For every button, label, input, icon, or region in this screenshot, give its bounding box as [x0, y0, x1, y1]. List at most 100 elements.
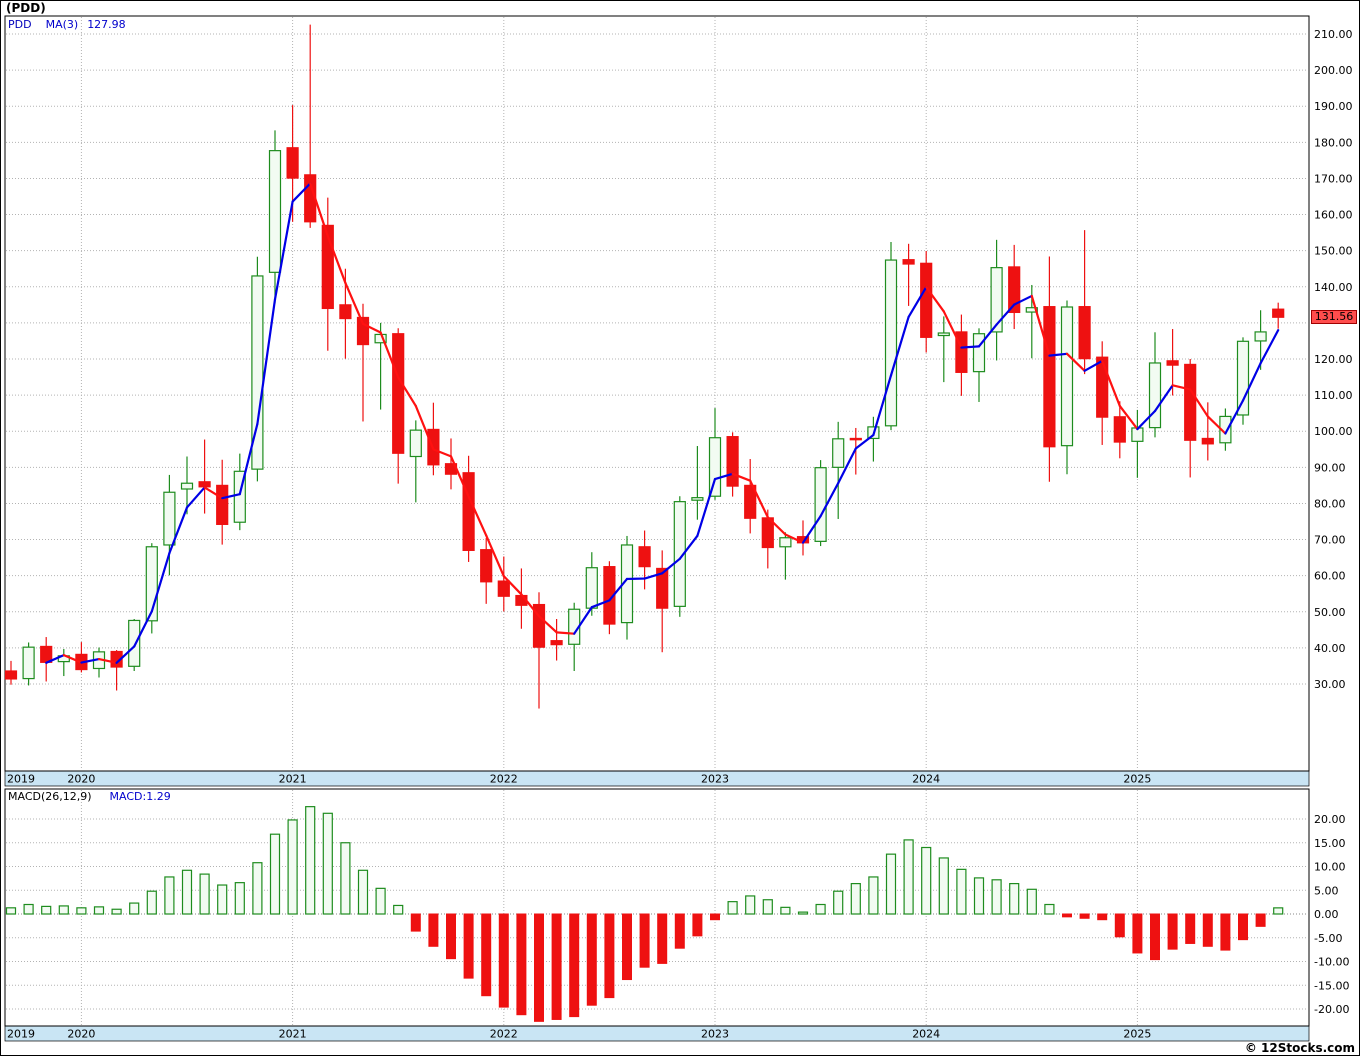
macd-bar	[1044, 903, 1055, 915]
ma-segment	[150, 552, 171, 613]
ma-segment	[837, 447, 857, 485]
ma-segment	[1118, 404, 1139, 431]
candle-body	[902, 259, 915, 265]
ma-segment	[97, 657, 118, 664]
candle-body	[849, 437, 862, 441]
macd-bar	[973, 877, 985, 915]
macd-bar	[199, 873, 210, 915]
macd-bar	[498, 913, 509, 1008]
candle-body	[708, 437, 722, 497]
macd-bar	[93, 906, 105, 915]
ma-segment	[573, 606, 593, 635]
ma-segment	[766, 516, 787, 536]
ma-segment	[309, 182, 329, 238]
ma-segment	[485, 534, 505, 578]
ma-segment	[925, 286, 945, 313]
macd-bar	[692, 913, 703, 937]
macd-bar	[322, 812, 333, 915]
candle-body	[1254, 331, 1267, 342]
macd-bar	[129, 902, 140, 915]
macd-bar	[657, 913, 668, 964]
candle-body	[744, 484, 757, 519]
candle-body	[1272, 308, 1285, 318]
macd-bar	[938, 857, 949, 915]
ma-segment	[977, 323, 998, 348]
macd-bar	[375, 887, 386, 915]
macd-bar	[181, 869, 193, 915]
macd-bar	[569, 913, 580, 1018]
macd-bar	[885, 853, 897, 915]
macd-bar	[903, 839, 914, 915]
ma-segment	[555, 631, 576, 635]
candle-body	[884, 259, 898, 427]
macd-bar	[815, 903, 826, 915]
ma-segment	[661, 557, 681, 575]
candle-body	[339, 304, 352, 320]
svg-text:190.00: 190.00	[1314, 100, 1353, 113]
macd-bar	[780, 906, 791, 915]
candle-body	[832, 438, 845, 468]
panel-frames	[4, 15, 1310, 1027]
ma-segment	[344, 281, 365, 325]
macd-bar	[481, 913, 492, 997]
candle-body	[286, 147, 299, 179]
candle-body	[163, 491, 176, 546]
candle-body	[1096, 356, 1109, 418]
macd-bar	[1079, 913, 1090, 919]
ma-segment	[942, 310, 963, 349]
ma-segment	[854, 433, 875, 450]
macd-bar	[1238, 913, 1248, 941]
svg-text:150.00: 150.00	[1314, 245, 1353, 258]
macd-bar	[674, 913, 685, 949]
ma-segment	[995, 303, 1016, 326]
macd-bar	[269, 833, 281, 915]
svg-text:170.00: 170.00	[1314, 172, 1353, 185]
macd-bar	[745, 895, 756, 915]
ma-segment	[1136, 409, 1157, 431]
macd-bar	[5, 907, 17, 915]
macd-bar	[234, 882, 245, 915]
macd-bar	[604, 913, 615, 999]
svg-text:120.00: 120.00	[1314, 353, 1353, 366]
candle-body	[990, 267, 1003, 333]
ma-segment	[678, 534, 699, 560]
macd-bar	[921, 846, 932, 915]
page-title: (PDD)	[6, 1, 46, 15]
ma-segment	[520, 593, 541, 618]
svg-text:140.00: 140.00	[1314, 281, 1353, 294]
ma-segment	[414, 404, 435, 451]
candle-body	[585, 567, 598, 609]
gridlines	[6, 17, 1308, 1025]
site-watermark-link[interactable]: © 12Stocks.com	[1244, 1041, 1355, 1055]
year-labels: 2019 2019 2020 2020 2021 2021 2022 2022 2023 2023…	[7, 773, 1151, 1041]
candle-body	[1060, 306, 1074, 447]
macd-bar	[1114, 913, 1125, 938]
candle-body	[128, 619, 141, 667]
svg-text:200.00: 200.00	[1314, 64, 1353, 77]
macd-bar	[516, 913, 527, 1016]
candle-body	[550, 640, 563, 646]
ma-segment	[1153, 384, 1174, 413]
candle-body	[1113, 416, 1126, 443]
candle-body	[1078, 306, 1091, 360]
ma-segment	[238, 422, 259, 496]
macd-bar	[393, 904, 404, 915]
svg-text:15.00: 15.00	[1314, 837, 1346, 850]
macd-bar	[1097, 913, 1108, 921]
macd-bar	[357, 869, 369, 915]
svg-text:60.00: 60.00	[1314, 570, 1346, 583]
svg-text:-15.00: -15.00	[1314, 979, 1349, 992]
candle-body	[4, 670, 18, 680]
year-label: 2025	[1123, 1028, 1151, 1041]
year-label: 2024	[912, 1028, 940, 1041]
candle-body	[779, 537, 792, 548]
macd-bar	[1185, 913, 1196, 944]
macd-bar	[1026, 888, 1037, 915]
candle-body	[955, 331, 968, 373]
svg-text:70.00: 70.00	[1314, 534, 1346, 547]
macd-bar	[428, 913, 439, 947]
candle-body	[1236, 340, 1250, 416]
macd-bar	[1009, 882, 1020, 915]
macd-bar	[710, 913, 720, 921]
ma-segment	[696, 477, 717, 537]
